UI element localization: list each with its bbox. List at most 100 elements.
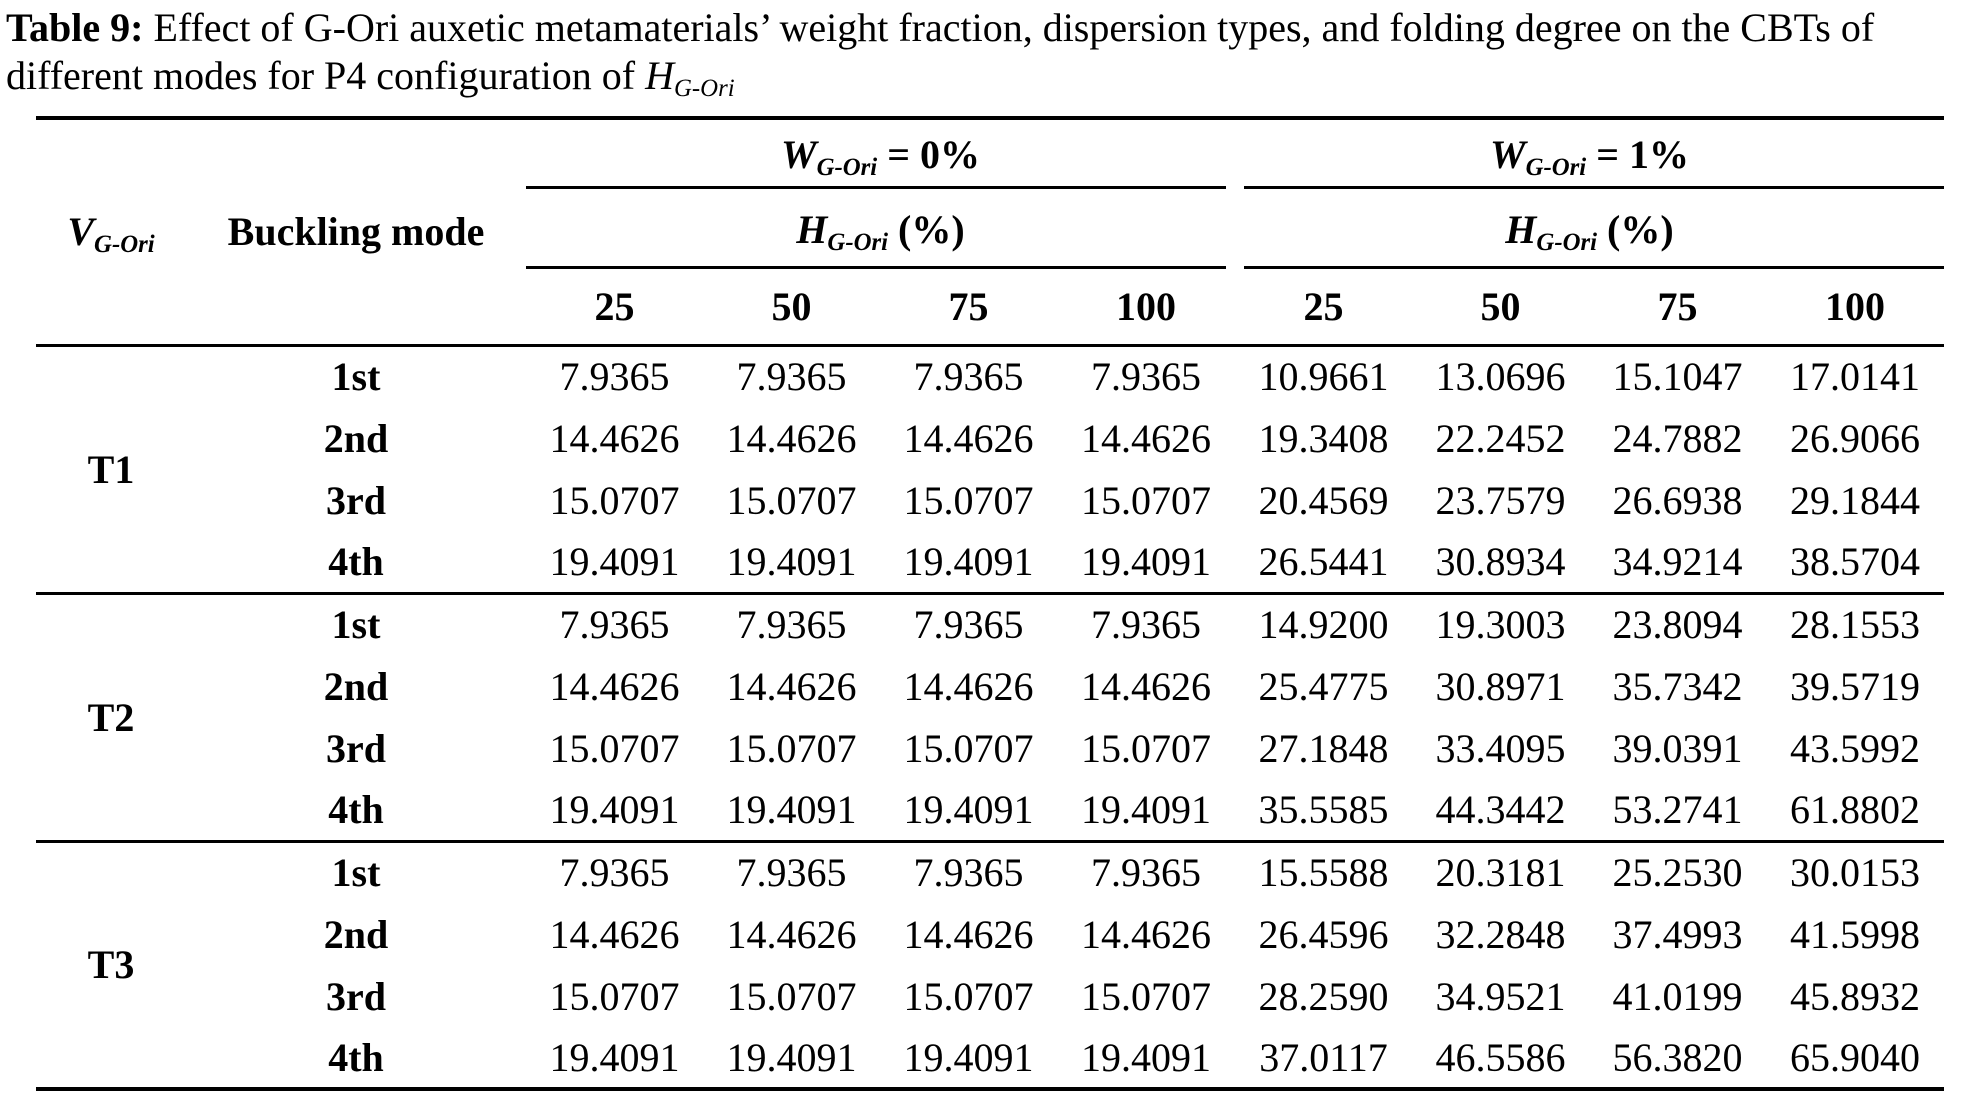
cbt-value: 22.2452 [1435,415,1566,461]
cbt-value: 7.9365 [913,354,1024,400]
math-subscript: G-Ori [1536,228,1598,256]
cbt-value: 26.5441 [1235,531,1412,595]
cbt-value: 10.9661 [1258,354,1389,400]
cbt-value: 30.8934 [1412,531,1589,595]
cbt-value: 14.4626 [726,911,857,957]
col-header: 25 [1235,269,1412,347]
cbt-value: 41.5998 [1790,911,1920,957]
math-suffix: = 1% [1586,132,1689,177]
cbt-value: 19.4091 [903,1034,1034,1080]
cbt-value: 28.1553 [1790,602,1920,648]
header-row-columns: 25 50 75 100 25 50 75 100 [36,269,1944,347]
table-row: 2nd 14.4626 14.4626 14.4626 14.4626 19.3408 22… [36,407,1944,469]
cbt-value: 15.0707 [903,477,1034,523]
header-row-weight: VG-Ori Buckling mode WG-Ori = 0% WG-Ori … [36,118,1944,347]
cbt-value: 7.9365 [913,850,1024,896]
cbt-value: 23.7579 [1435,477,1566,523]
table-row: 4th 19.4091 19.4091 19.4091 19.4091 37.0117 46… [36,1027,1944,1089]
cbt-value: 14.4626 [1081,911,1211,957]
buckling-mode-label: 4th [186,779,526,843]
header-h-gori-right: HG-Ori (%) [1235,189,1944,269]
cbt-value: 25.4775 [1258,663,1389,709]
buckling-mode-label: 1st [331,850,381,896]
col-header: 50 [703,269,880,347]
cbt-value: 38.5704 [1766,531,1944,595]
header-w-gori-0pct: WG-Ori = 0% [526,118,1235,189]
header-h-gori-left: HG-Ori (%) [526,189,1235,269]
table-row: 2nd 14.4626 14.4626 14.4626 14.4626 25.4775 30… [36,655,1944,717]
cbt-value: 30.0153 [1790,850,1920,896]
cbt-value: 7.9365 [1091,354,1201,400]
buckling-mode-label: 3rd [326,973,386,1019]
cbt-value: 15.0707 [726,725,857,771]
col-header: 100 [1766,269,1944,347]
table-row: 4th 19.4091 19.4091 19.4091 19.4091 35.5585 44… [36,779,1944,843]
cbt-value: 34.9214 [1589,531,1766,595]
cbt-value: 33.4095 [1435,725,1566,771]
cbt-value: 56.3820 [1612,1034,1743,1080]
cbt-value: 15.0707 [549,477,680,523]
cbt-value: 39.5719 [1790,663,1920,709]
math-base: W [781,132,817,177]
caption-math-h-gori: HG-Ori [645,53,735,101]
cbt-value: 19.4091 [726,1034,857,1080]
cbt-value: 19.4091 [1081,1034,1211,1080]
cbt-value: 35.5585 [1235,779,1412,843]
math-suffix: (%) [1597,206,1674,252]
cbt-value: 15.0707 [1081,477,1211,523]
cbt-value: 19.4091 [703,531,880,595]
cbt-value: 14.4626 [549,911,680,957]
cbt-value: 19.3003 [1435,602,1566,648]
cbt-value: 15.0707 [726,477,857,523]
header-w-gori-1pct: WG-Ori = 1% [1235,118,1944,189]
math-suffix: = 0% [877,132,980,177]
cbt-value: 15.0707 [549,725,680,771]
buckling-mode-label: 4th [186,531,526,595]
cbt-value: 15.0707 [1081,973,1211,1019]
cbt-value: 26.9066 [1790,415,1920,461]
buckling-mode-label: 2nd [323,415,389,461]
cbt-value: 44.3442 [1412,779,1589,843]
cbt-value: 15.0707 [903,973,1034,1019]
col-header: 75 [880,269,1057,347]
math-subscript: G-Ori [94,231,155,259]
math-base: W [1490,132,1526,177]
caption-text: Effect of G-Ori auxetic metamaterials’ w… [6,5,1875,98]
cbt-value: 26.4596 [1258,911,1389,957]
cbt-value: 7.9365 [1091,602,1201,648]
table-body: T1 1st 7.9365 7.9365 7.9365 7.9365 10.9661 13.0… [36,345,1944,1091]
group-label: T1 [36,345,186,595]
cbt-value: 53.2741 [1589,779,1766,843]
cbt-value: 13.0696 [1435,354,1566,400]
cbt-value: 39.0391 [1612,725,1743,771]
cbt-value: 15.0707 [903,725,1034,771]
cbt-value: 19.4091 [526,531,703,595]
cbt-value: 15.1047 [1612,354,1743,400]
cbt-value: 35.7342 [1612,663,1743,709]
math-subscript: G-Ori [827,228,889,256]
math-base: V [67,209,95,255]
cbt-value: 20.4569 [1258,477,1389,523]
cbt-value: 14.4626 [903,663,1034,709]
cbt-value: 30.8971 [1435,663,1566,709]
table-row: 3rd 15.0707 15.0707 15.0707 15.0707 20.4569 23… [36,469,1944,531]
cbt-value: 14.4626 [1081,663,1211,709]
table-row: 3rd 15.0707 15.0707 15.0707 15.0707 28.2590 34… [36,965,1944,1027]
buckling-mode-label: 3rd [326,725,386,771]
cbt-value: 37.0117 [1259,1034,1388,1080]
col-header: 25 [526,269,703,347]
math-base: H [796,206,828,252]
cbt-value: 24.7882 [1612,415,1743,461]
cbt-value: 19.4091 [880,779,1057,843]
math-base: H [1505,206,1537,252]
table-caption: Table 9: Effect of G-Ori auxetic metamat… [0,0,1960,101]
math-subscript: G-Ori [1525,153,1587,181]
col-header: 100 [1057,269,1235,347]
cbt-value: 29.1844 [1790,477,1920,523]
cbt-value: 46.5586 [1435,1034,1566,1080]
cbt-value: 19.4091 [703,779,880,843]
cbt-value: 7.9365 [913,602,1024,648]
cbt-value: 7.9365 [736,850,847,896]
cbt-value: 19.3408 [1258,415,1389,461]
